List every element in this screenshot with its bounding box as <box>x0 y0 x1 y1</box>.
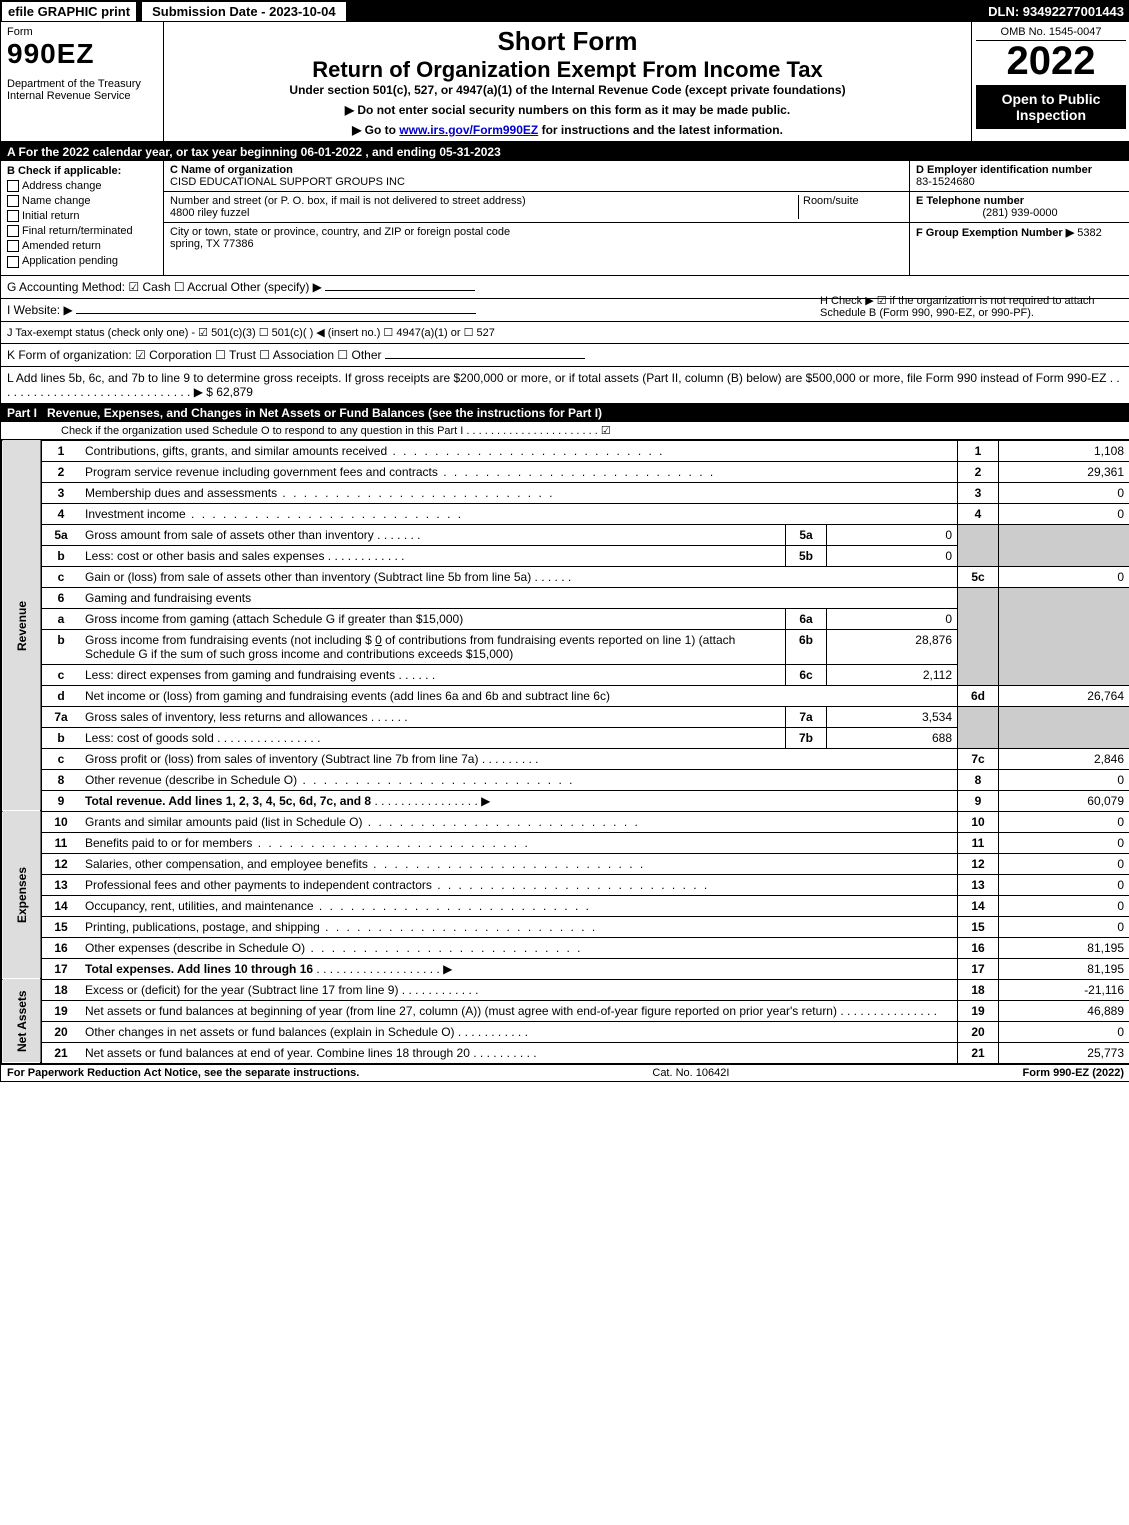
instruction-1: ▶ Do not enter social security numbers o… <box>172 103 963 117</box>
line-l: L Add lines 5b, 6c, and 7b to line 9 to … <box>1 367 1129 404</box>
org-addr-row: Number and street (or P. O. box, if mail… <box>164 192 909 223</box>
checkbox-icon[interactable] <box>7 210 19 222</box>
ein-row: D Employer identification number 83-1524… <box>910 161 1129 192</box>
org-info: B Check if applicable: Address change Na… <box>1 161 1129 276</box>
org-name: CISD EDUCATIONAL SUPPORT GROUPS INC <box>170 176 903 188</box>
line-ref: 1 <box>958 440 999 461</box>
dept-label: Department of the Treasury Internal Reve… <box>7 78 157 102</box>
efile-label[interactable]: efile GRAPHIC print <box>1 1 137 22</box>
g-text: G Accounting Method: ☑ Cash ☐ Accrual Ot… <box>7 280 322 294</box>
form-header: Form 990EZ Department of the Treasury In… <box>1 22 1129 143</box>
instruction-2: ▶ Go to www.irs.gov/Form990EZ for instru… <box>172 123 963 137</box>
lines-table: Revenue 1 Contributions, gifts, grants, … <box>1 440 1129 1064</box>
part1-title: Revenue, Expenses, and Changes in Net As… <box>47 406 602 420</box>
e-label: E Telephone number <box>916 195 1124 207</box>
form-container: efile GRAPHIC print Submission Date - 20… <box>0 0 1129 1082</box>
irs-link[interactable]: www.irs.gov/Form990EZ <box>399 123 538 137</box>
return-title: Return of Organization Exempt From Incom… <box>172 57 963 83</box>
check-amended[interactable]: Amended return <box>7 240 157 252</box>
f-label: F Group Exemption Number ▶ <box>916 227 1074 239</box>
h-text: H Check ▶ ☑ if the organization is not r… <box>820 294 1120 319</box>
short-form-title: Short Form <box>172 26 963 57</box>
room-label: Room/suite <box>798 195 903 219</box>
phone-row: E Telephone number (281) 939-0000 <box>910 192 1129 223</box>
check-initial[interactable]: Initial return <box>7 210 157 222</box>
org-city-row: City or town, state or province, country… <box>164 223 909 253</box>
footer-left: For Paperwork Reduction Act Notice, see … <box>7 1067 359 1079</box>
dln-number: DLN: 93492277001443 <box>988 4 1129 19</box>
group-row: F Group Exemption Number ▶ 5382 <box>910 223 1129 242</box>
form-label: Form <box>7 26 157 38</box>
check-address[interactable]: Address change <box>7 180 157 192</box>
footer-mid: Cat. No. 10642I <box>652 1067 729 1079</box>
instr2-post: for instructions and the latest informat… <box>538 123 783 137</box>
check-column: B Check if applicable: Address change Na… <box>1 161 164 275</box>
org-right: D Employer identification number 83-1524… <box>909 161 1129 275</box>
submission-date: Submission Date - 2023-10-04 <box>141 1 347 22</box>
org-city: spring, TX 77386 <box>170 238 903 250</box>
c-label: C Name of organization <box>170 164 903 176</box>
instr2-pre: ▶ Go to <box>352 123 399 137</box>
check-label: B Check if applicable: <box>7 165 157 177</box>
line-desc: Contributions, gifts, grants, and simila… <box>80 440 958 461</box>
checkbox-icon[interactable] <box>7 180 19 192</box>
phone: (281) 939-0000 <box>916 207 1124 219</box>
addr-label: Number and street (or P. O. box, if mail… <box>170 195 798 207</box>
line-g-h: G Accounting Method: ☑ Cash ☐ Accrual Ot… <box>1 276 1129 299</box>
line-num: 1 <box>41 440 80 461</box>
checkbox-icon[interactable] <box>7 240 19 252</box>
line-k: K Form of organization: ☑ Corporation ☐ … <box>1 344 1129 367</box>
line-amount: 1,108 <box>999 440 1129 461</box>
d-label: D Employer identification number <box>916 164 1124 176</box>
footer: For Paperwork Reduction Act Notice, see … <box>1 1064 1129 1081</box>
checkbox-icon[interactable] <box>7 225 19 237</box>
revenue-label: Revenue <box>2 440 42 811</box>
line-j: J Tax-exempt status (check only one) - ☑… <box>1 322 1129 344</box>
open-public: Open to Public Inspection <box>976 85 1126 129</box>
checkbox-icon[interactable] <box>7 256 19 268</box>
checkbox-icon[interactable] <box>7 195 19 207</box>
org-name-row: C Name of organization CISD EDUCATIONAL … <box>164 161 909 192</box>
ein: 83-1524680 <box>916 176 1124 188</box>
part1-header: Part I Revenue, Expenses, and Changes in… <box>1 404 1129 422</box>
check-pending[interactable]: Application pending <box>7 255 157 267</box>
check-name[interactable]: Name change <box>7 195 157 207</box>
header-center: Short Form Return of Organization Exempt… <box>164 22 971 141</box>
check-final[interactable]: Final return/terminated <box>7 225 157 237</box>
expenses-label: Expenses <box>2 811 42 979</box>
top-bar: efile GRAPHIC print Submission Date - 20… <box>1 1 1129 22</box>
group-num: 5382 <box>1077 227 1101 239</box>
part1-label: Part I <box>7 406 47 420</box>
form-number: 990EZ <box>7 38 157 70</box>
header-left: Form 990EZ Department of the Treasury In… <box>1 22 164 141</box>
footer-right: Form 990-EZ (2022) <box>1023 1067 1124 1079</box>
org-addr: 4800 riley fuzzel <box>170 207 798 219</box>
tax-year: 2022 <box>976 41 1126 81</box>
part1-check: Check if the organization used Schedule … <box>1 422 1129 440</box>
section-a: A For the 2022 calendar year, or tax yea… <box>1 143 1129 161</box>
netassets-label: Net Assets <box>2 979 42 1063</box>
subtitle: Under section 501(c), 527, or 4947(a)(1)… <box>172 83 963 97</box>
header-right: OMB No. 1545-0047 2022 Open to Public In… <box>971 22 1129 141</box>
org-center: C Name of organization CISD EDUCATIONAL … <box>164 161 909 275</box>
city-label: City or town, state or province, country… <box>170 226 903 238</box>
